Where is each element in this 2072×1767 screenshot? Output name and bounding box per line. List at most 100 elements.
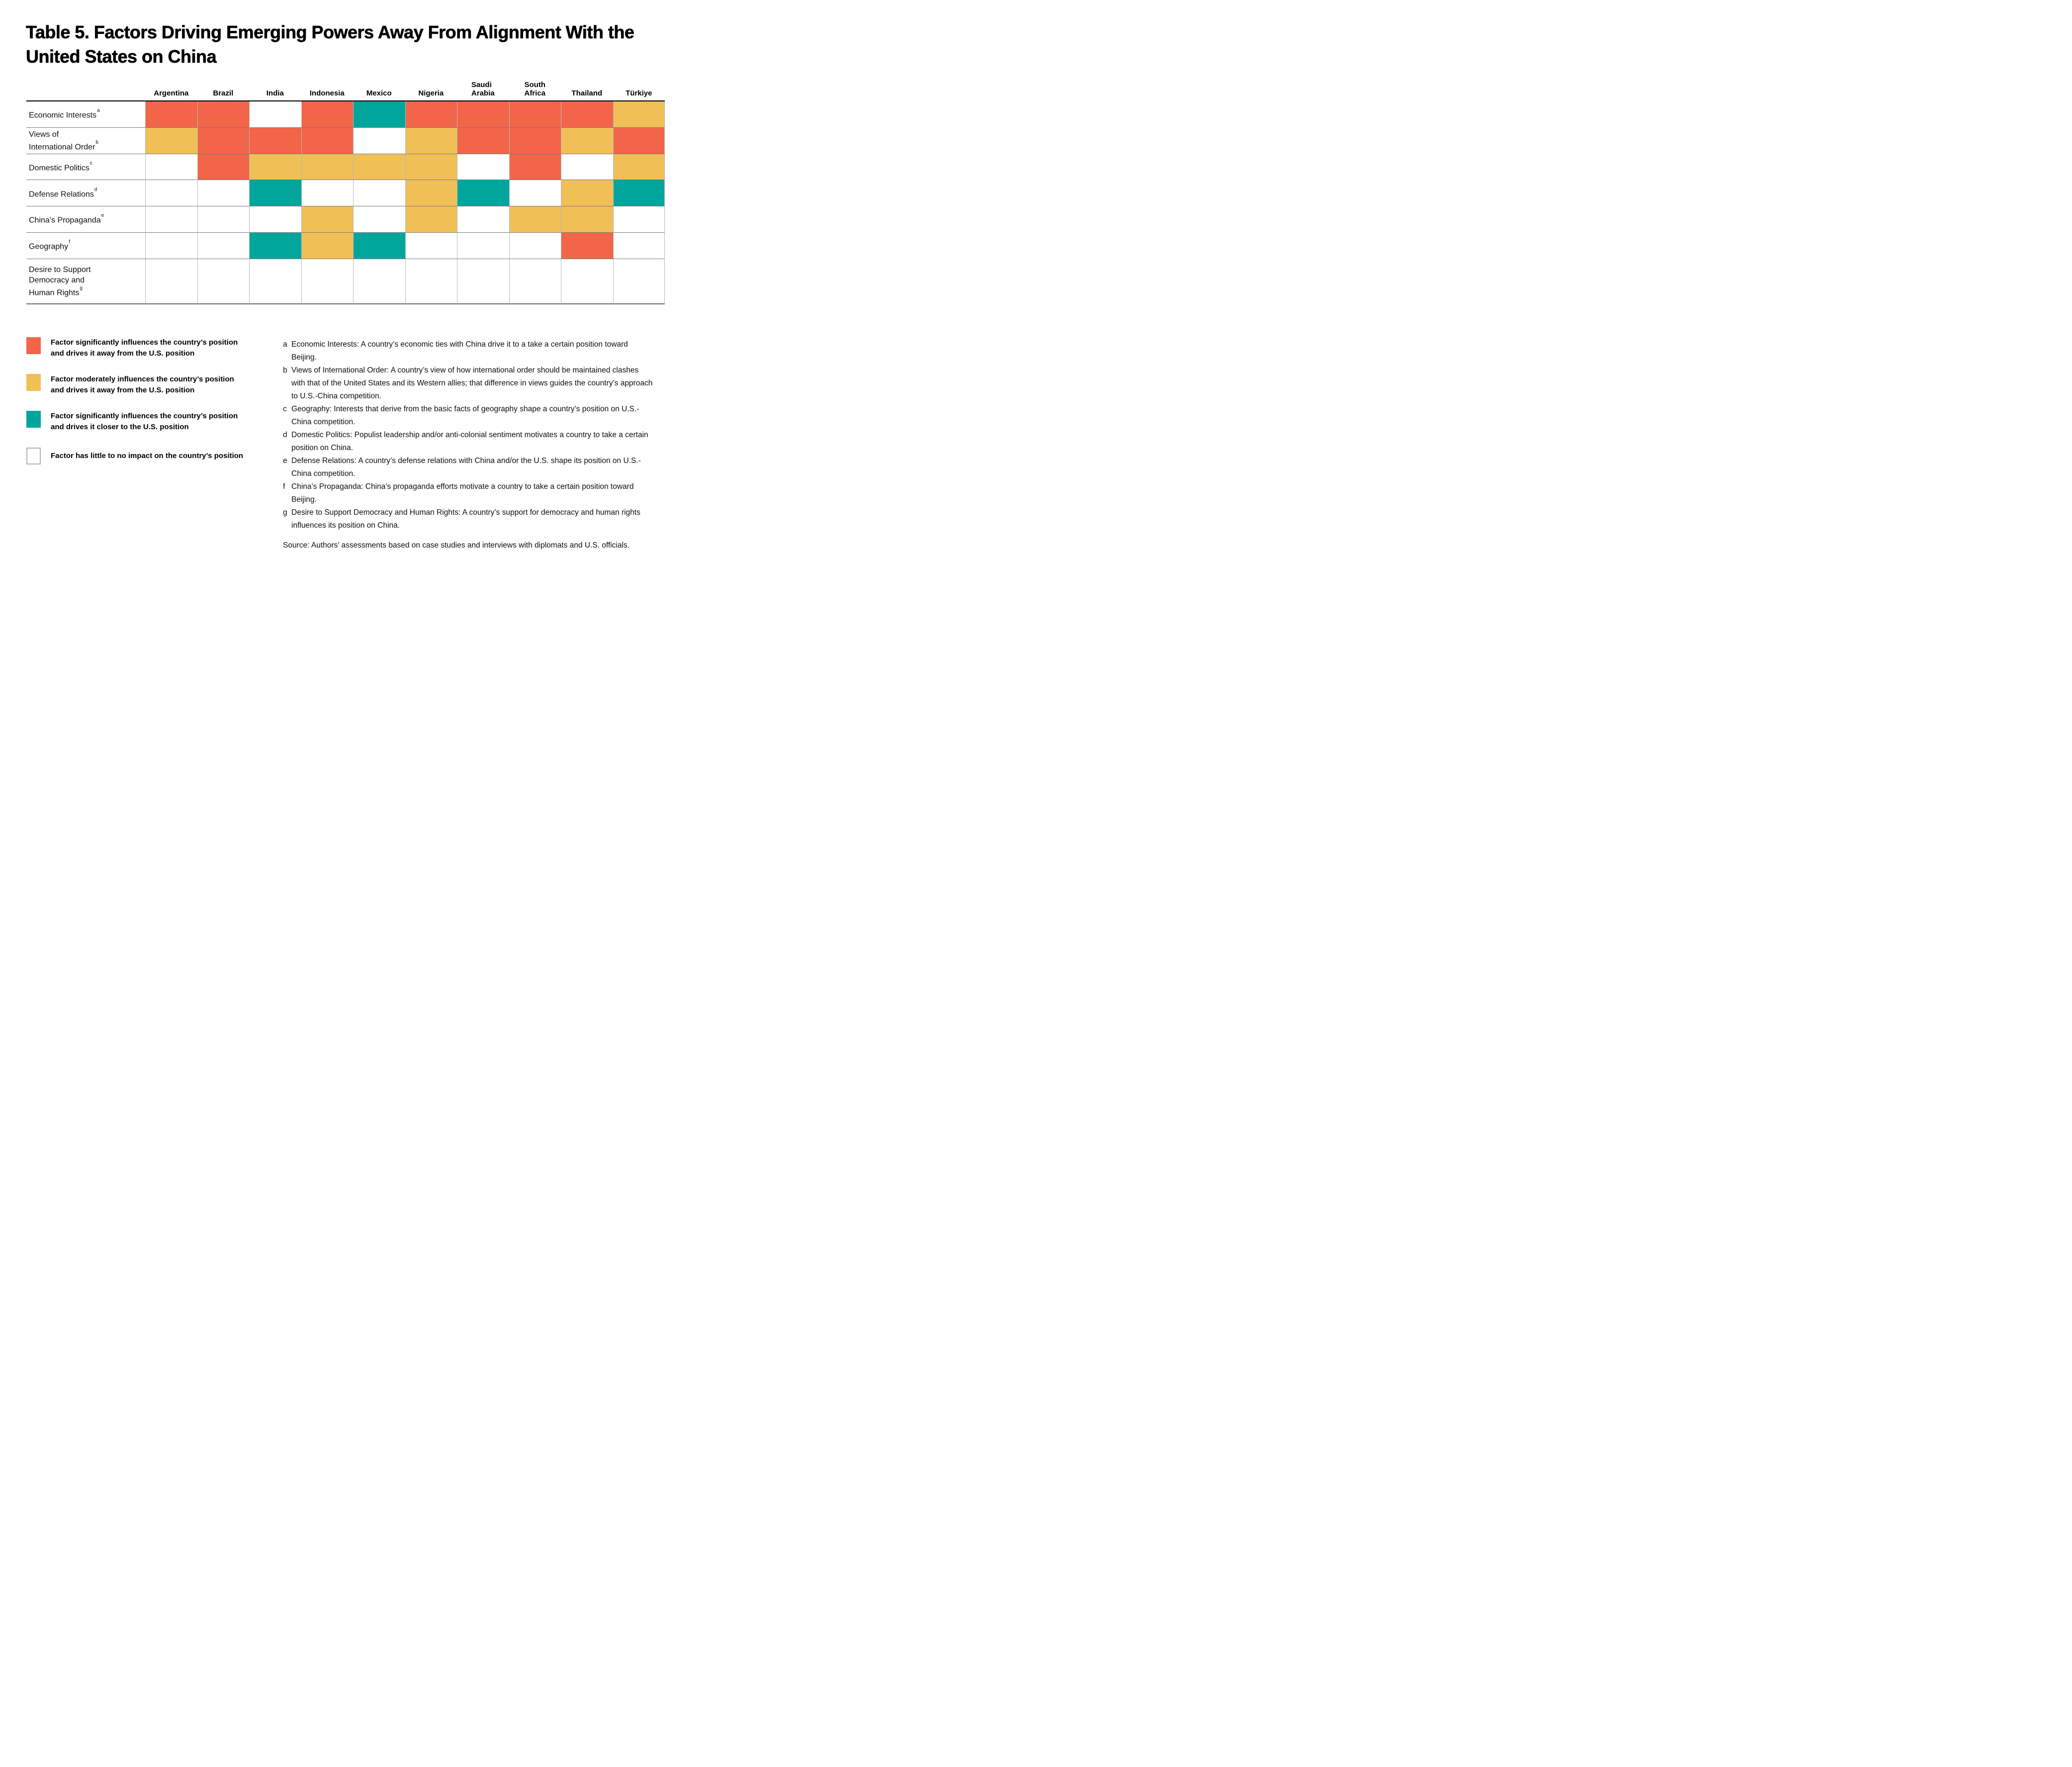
- footnote-letter: g: [283, 508, 287, 517]
- row-label-defense-relations: Defense Relationsd: [26, 180, 145, 207]
- footnote-marker: d: [94, 186, 97, 192]
- footnote-e: e Defense Relations: A country’s defense…: [283, 455, 653, 480]
- cell-views-of-international-order-brazil: [197, 127, 249, 154]
- table-header-corner: [26, 77, 145, 101]
- column-header-label: Türkiye: [626, 89, 652, 97]
- column-header-argentina: Argentina: [145, 77, 197, 101]
- cell-desire-to-support-democracy-and-human-rights-t-rkiye: [613, 259, 665, 304]
- cell-economic-interests-brazil: [197, 101, 249, 128]
- cell-views-of-international-order-t-rkiye: [613, 127, 665, 154]
- footnote-marker: a: [97, 108, 100, 114]
- cell-defense-relations-south-africa: [509, 180, 561, 207]
- cell-geography-nigeria: [405, 232, 457, 259]
- footnote-text: Economic Interests: A country’s economic…: [291, 340, 628, 362]
- footnote-text: China’s Propaganda: China’s propaganda e…: [291, 482, 634, 504]
- cell-defense-relations-indonesia: [301, 180, 353, 207]
- cell-views-of-international-order-nigeria: [405, 127, 457, 154]
- cell-domestic-politics-nigeria: [405, 154, 457, 181]
- cell-views-of-international-order-mexico: [353, 127, 405, 154]
- column-header-india: India: [249, 77, 301, 101]
- row-label-economic-interests: Economic Interestsa: [26, 101, 145, 128]
- title-line-1: Table 5. Factors Driving Emerging Powers…: [26, 22, 634, 43]
- footnote-marker: b: [95, 139, 98, 145]
- cell-domestic-politics-indonesia: [301, 154, 353, 181]
- source-note: Source: Authors’ assessments based on ca…: [283, 541, 630, 550]
- row-label-views-of-international-order: Views of International Orderb: [26, 127, 145, 154]
- footnotes-column: a Economic Interests: A country’s econom…: [283, 338, 653, 552]
- cell-china-s-propaganda-nigeria: [405, 206, 457, 233]
- column-header-label: Saudi Arabia: [471, 81, 495, 97]
- cell-china-s-propaganda-india: [249, 206, 301, 233]
- footnote-text: Desire to Support Democracy and Human Ri…: [291, 508, 640, 530]
- row-label-china-s-propaganda: China’s Propagandae: [26, 206, 145, 233]
- legend-item-significant-away: Factor significantly influences the coun…: [26, 337, 275, 359]
- column-header-label: Mexico: [366, 89, 392, 97]
- cell-economic-interests-thailand: [561, 101, 613, 128]
- footnote-text: Domestic Politics: Populist leadership a…: [291, 431, 648, 452]
- footnote-letter: d: [283, 431, 287, 439]
- cell-desire-to-support-democracy-and-human-rights-mexico: [353, 259, 405, 304]
- cell-geography-south-africa: [509, 232, 561, 259]
- column-header-label: South Africa: [524, 81, 546, 97]
- legend-swatch-significant-away: [26, 337, 41, 354]
- cell-desire-to-support-democracy-and-human-rights-indonesia: [301, 259, 353, 304]
- cell-views-of-international-order-argentina: [145, 127, 197, 154]
- column-header-brazil: Brazil: [197, 77, 249, 101]
- cell-desire-to-support-democracy-and-human-rights-nigeria: [405, 259, 457, 304]
- footnote-letter: c: [283, 405, 287, 413]
- cell-geography-saudi-arabia: [457, 232, 509, 259]
- cell-defense-relations-brazil: [197, 180, 249, 207]
- cell-domestic-politics-brazil: [197, 154, 249, 181]
- cell-defense-relations-t-rkiye: [613, 180, 665, 207]
- column-header-indonesia: Indonesia: [301, 77, 353, 101]
- cell-defense-relations-nigeria: [405, 180, 457, 207]
- footnote-marker: f: [69, 239, 70, 245]
- cell-china-s-propaganda-south-africa: [509, 206, 561, 233]
- legend-label: Factor moderately influences the country…: [51, 375, 234, 394]
- row-label-geography: Geographyf: [26, 232, 145, 259]
- footnote-marker: g: [80, 285, 83, 291]
- column-header-south-africa: South Africa: [509, 77, 561, 101]
- cell-china-s-propaganda-mexico: [353, 206, 405, 233]
- footnote-g: g Desire to Support Democracy and Human …: [283, 506, 653, 532]
- column-header-label: Nigeria: [418, 89, 444, 97]
- cell-economic-interests-mexico: [353, 101, 405, 128]
- cell-defense-relations-thailand: [561, 180, 613, 207]
- cell-desire-to-support-democracy-and-human-rights-thailand: [561, 259, 613, 304]
- cell-geography-brazil: [197, 232, 249, 259]
- footnote-a: a Economic Interests: A country’s econom…: [283, 338, 653, 364]
- cell-views-of-international-order-thailand: [561, 127, 613, 154]
- title-line-2: United States on China: [26, 46, 217, 67]
- cell-views-of-international-order-india: [249, 127, 301, 154]
- footnote-c: c Geography: Interests that derive from …: [283, 403, 653, 429]
- cell-economic-interests-t-rkiye: [613, 101, 665, 128]
- factors-table: Argentina Brazil India Indonesia Mexico Niger…: [26, 77, 665, 304]
- cell-domestic-politics-india: [249, 154, 301, 181]
- cell-domestic-politics-south-africa: [509, 154, 561, 181]
- cell-defense-relations-mexico: [353, 180, 405, 207]
- table-title: Table 5. Factors Driving Emerging Powers…: [26, 20, 634, 69]
- cell-desire-to-support-democracy-and-human-rights-brazil: [197, 259, 249, 304]
- footnote-text: Views of International Order: A country’…: [291, 366, 653, 400]
- row-label-text: Desire to Support Democracy and Human Ri…: [29, 265, 91, 297]
- legend-item-no-impact: Factor has little to no impact on the co…: [26, 448, 275, 465]
- column-header-label: Brazil: [213, 89, 234, 97]
- cell-domestic-politics-t-rkiye: [613, 154, 665, 181]
- cell-geography-indonesia: [301, 232, 353, 259]
- column-header-label: Indonesia: [309, 89, 345, 97]
- footnote-text: Defense Relations: A country’s defense r…: [291, 457, 641, 478]
- page: Table 5. Factors Driving Emerging Powers…: [0, 0, 691, 589]
- cell-defense-relations-saudi-arabia: [457, 180, 509, 207]
- legend: Factor significantly influences the coun…: [26, 337, 275, 479]
- footnote-letter: e: [283, 457, 287, 465]
- cell-geography-t-rkiye: [613, 232, 665, 259]
- footnote-letter: b: [283, 366, 287, 374]
- cell-economic-interests-nigeria: [405, 101, 457, 128]
- legend-swatch-moderate-away: [26, 374, 41, 391]
- cell-geography-india: [249, 232, 301, 259]
- cell-economic-interests-india: [249, 101, 301, 128]
- column-header-saudi-arabia: Saudi Arabia: [457, 77, 509, 101]
- row-label-text: Geographyf: [29, 239, 70, 251]
- cell-desire-to-support-democracy-and-human-rights-argentina: [145, 259, 197, 304]
- row-label-desire-to-support-democracy-and-human-rights: Desire to Support Democracy and Human Ri…: [26, 259, 145, 304]
